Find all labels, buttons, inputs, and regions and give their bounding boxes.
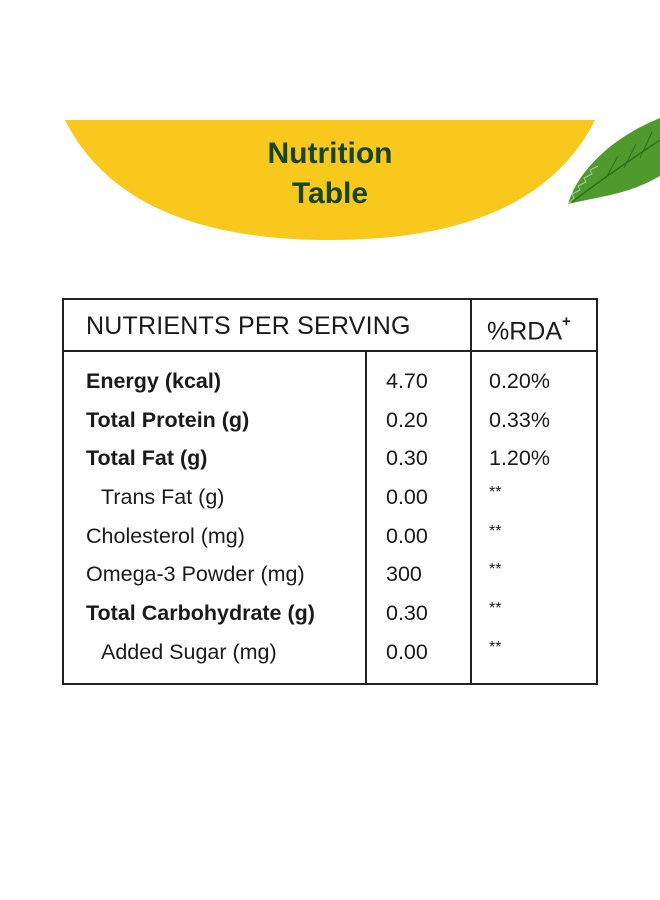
header-rda-sup: +: [562, 313, 571, 330]
nutrient-rda: **: [489, 638, 502, 656]
nutrient-rda: **: [489, 561, 502, 579]
nutrient-name: Total Carbohydrate (g): [86, 601, 315, 626]
nutrient-name: Total Fat (g): [86, 446, 208, 471]
header-rda-label: %RDA: [487, 317, 563, 346]
nutrient-name: Energy (kcal): [86, 369, 222, 393]
nutrient-name: Cholesterol (mg): [86, 523, 245, 548]
table-row: Cholesterol (mg) 0.00 **: [64, 517, 596, 556]
header-arc: [65, 120, 595, 240]
title-line-1: Nutrition: [267, 137, 393, 170]
nutrition-table: NUTRIENTS PER SERVING %RDA+ Energy (kcal…: [62, 298, 598, 685]
title-line-2: Table: [291, 177, 369, 210]
nutrient-value: 0.20: [386, 407, 428, 432]
nutrient-value: 0.30: [386, 601, 428, 626]
table-row: Omega-3 Powder (mg) 300 **: [64, 555, 596, 594]
table-row: Total Fat (g) 0.30 1.20%: [64, 439, 596, 478]
page-title: Nutrition Table: [0, 134, 660, 214]
nutrient-name: Omega-3 Powder (mg): [86, 562, 305, 587]
table-row: Total Protein (g) 0.20 0.33%: [64, 401, 596, 440]
nutrient-rda: 1.20%: [489, 446, 550, 471]
table-row: Energy (kcal) 4.70 0.20%: [64, 362, 596, 401]
table-body: Energy (kcal) 4.70 0.20% Total Protein (…: [64, 362, 596, 672]
nutrient-rda: **: [489, 522, 502, 540]
nutrient-rda: 0.20%: [489, 369, 550, 393]
table-row: Total Carbohydrate (g) 0.30 **: [64, 594, 596, 633]
nutrient-value: 300: [386, 562, 422, 587]
nutrient-rda: 0.33%: [489, 407, 550, 432]
leaf-icon: [566, 116, 660, 208]
column-divider-rda: [470, 300, 472, 683]
nutrient-rda: **: [489, 484, 502, 502]
column-divider-value: [365, 350, 367, 683]
nutrient-value: 0.30: [386, 446, 428, 471]
table-row: Added Sugar (mg) 0.00 **: [64, 633, 596, 672]
nutrient-value: 0.00: [386, 485, 428, 510]
nutrient-name: Added Sugar (mg): [101, 639, 277, 664]
header-rda: %RDA+: [487, 300, 571, 357]
header-nutrients: NUTRIENTS PER SERVING: [86, 312, 411, 340]
table-row: Trans Fat (g) 0.00 **: [64, 478, 596, 517]
nutrient-rda: **: [489, 600, 502, 618]
nutrient-value: 0.00: [386, 523, 428, 548]
nutrient-value: 0.00: [386, 639, 428, 664]
nutrient-value: 4.70: [386, 369, 428, 393]
table-header: NUTRIENTS PER SERVING %RDA+: [64, 300, 596, 352]
nutrient-name: Trans Fat (g): [101, 485, 225, 510]
nutrient-name: Total Protein (g): [86, 407, 250, 432]
